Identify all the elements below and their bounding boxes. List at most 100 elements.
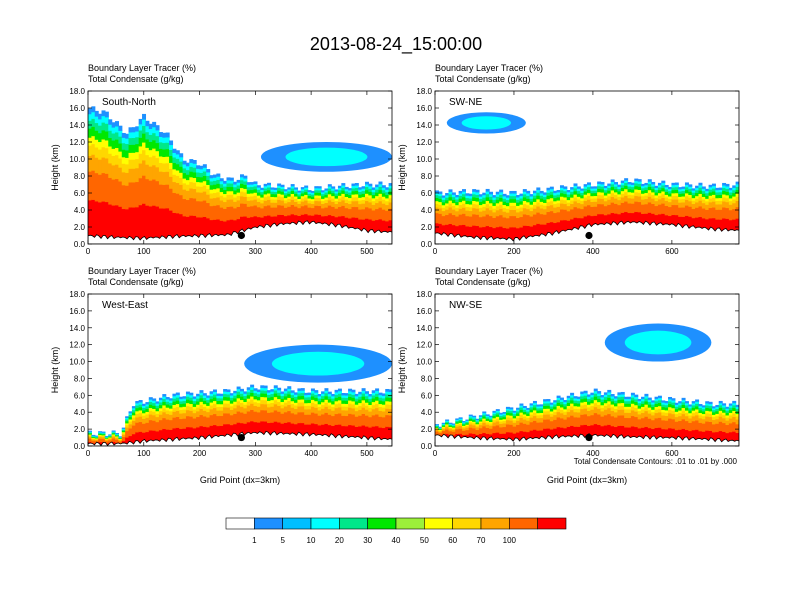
tracer-band — [290, 190, 295, 194]
tracer-band — [321, 413, 326, 425]
tracer-band — [192, 417, 197, 429]
tracer-band — [358, 203, 363, 210]
tracer-band — [182, 163, 187, 169]
tracer-band — [135, 410, 140, 414]
tracer-band — [304, 424, 309, 438]
tracer-band — [297, 193, 302, 197]
tracer-band — [617, 409, 622, 416]
tracer-band — [519, 210, 524, 218]
tracer-band — [250, 199, 255, 207]
tracer-band — [614, 416, 618, 428]
tracer-band — [229, 182, 234, 188]
tracer-band — [256, 406, 261, 413]
tracer-band — [651, 203, 656, 214]
tracer-band — [263, 399, 268, 405]
tracer-band — [307, 396, 312, 400]
tracer-band — [556, 395, 561, 398]
tracer-band — [361, 424, 366, 442]
tracer-band — [121, 427, 126, 429]
tracer-band — [304, 191, 309, 195]
y-tick-label: 4.0 — [421, 206, 433, 215]
tracer-band — [597, 401, 602, 406]
tracer-band — [182, 408, 187, 414]
tracer-band — [732, 187, 737, 191]
tracer-band — [705, 209, 710, 220]
tracer-band — [505, 217, 510, 229]
tracer-band — [388, 201, 392, 209]
tracer-band — [668, 403, 673, 408]
tracer-band — [701, 193, 706, 197]
tracer-band — [654, 197, 659, 202]
tracer-band — [212, 393, 217, 398]
tracer-band — [610, 415, 615, 427]
tracer-band — [111, 148, 116, 156]
tracer-band — [728, 187, 733, 191]
tracer-band — [711, 197, 716, 202]
tracer-band — [246, 387, 251, 390]
tracer-band — [169, 188, 174, 211]
tracer-band — [674, 204, 679, 216]
tracer-band — [125, 143, 130, 151]
tracer-band — [708, 189, 713, 193]
tracer-band — [101, 115, 106, 123]
tracer-band — [543, 405, 548, 409]
tracer-band — [358, 208, 363, 220]
tracer-band — [344, 403, 349, 407]
tracer-band — [688, 412, 693, 416]
tracer-band — [651, 403, 656, 407]
tracer-band — [300, 197, 305, 202]
tracer-band — [468, 193, 473, 197]
tracer-band — [375, 192, 380, 197]
tracer-band — [364, 426, 369, 442]
tracer-band — [728, 422, 733, 433]
tracer-band — [627, 194, 632, 199]
tracer-band — [674, 182, 679, 185]
tracer-band — [647, 418, 652, 429]
tracer-band — [728, 219, 733, 234]
colorbar-swatch — [225, 517, 255, 530]
tracer-band — [661, 197, 666, 204]
tracer-band — [375, 413, 380, 427]
tracer-band — [543, 408, 548, 412]
tracer-band — [684, 199, 689, 206]
tracer-band — [300, 398, 305, 403]
tracer-band — [495, 432, 500, 443]
tracer-band — [522, 207, 527, 215]
tracer-band — [142, 409, 147, 414]
tracer-band — [152, 178, 157, 206]
colorbar-label: 5 — [280, 536, 285, 545]
tracer-band — [695, 201, 700, 208]
tracer-band — [489, 418, 494, 421]
y-tick-label: 12.0 — [69, 341, 85, 350]
tracer-band — [125, 420, 130, 424]
tracer-band — [634, 411, 639, 418]
tracer-band — [385, 414, 390, 427]
tracer-band — [341, 190, 346, 194]
tracer-band — [701, 431, 706, 443]
tracer-band — [381, 185, 386, 188]
tracer-band — [435, 197, 439, 202]
tracer-band — [647, 192, 652, 197]
tracer-band — [253, 411, 258, 423]
tracer-band — [627, 212, 632, 227]
tracer-band — [354, 393, 359, 397]
tracer-band — [108, 438, 113, 441]
tracer-band — [462, 193, 466, 198]
tracer-band — [270, 402, 275, 407]
tracer-band — [475, 208, 480, 215]
tracer-band — [294, 396, 299, 400]
tracer-band — [519, 414, 524, 419]
tracer-band — [597, 408, 602, 415]
tracer-band — [209, 219, 214, 240]
tracer-band — [233, 392, 238, 396]
tracer-band — [209, 184, 214, 190]
tracer-band — [455, 428, 460, 434]
tracer-band — [219, 410, 224, 417]
tracer-band — [573, 206, 578, 218]
tracer-band — [263, 190, 268, 195]
tracer-band — [708, 416, 713, 422]
tracer-band — [131, 206, 136, 242]
tracer-band — [290, 394, 295, 398]
tracer-band — [620, 184, 625, 188]
x-tick-label: 500 — [360, 449, 374, 458]
